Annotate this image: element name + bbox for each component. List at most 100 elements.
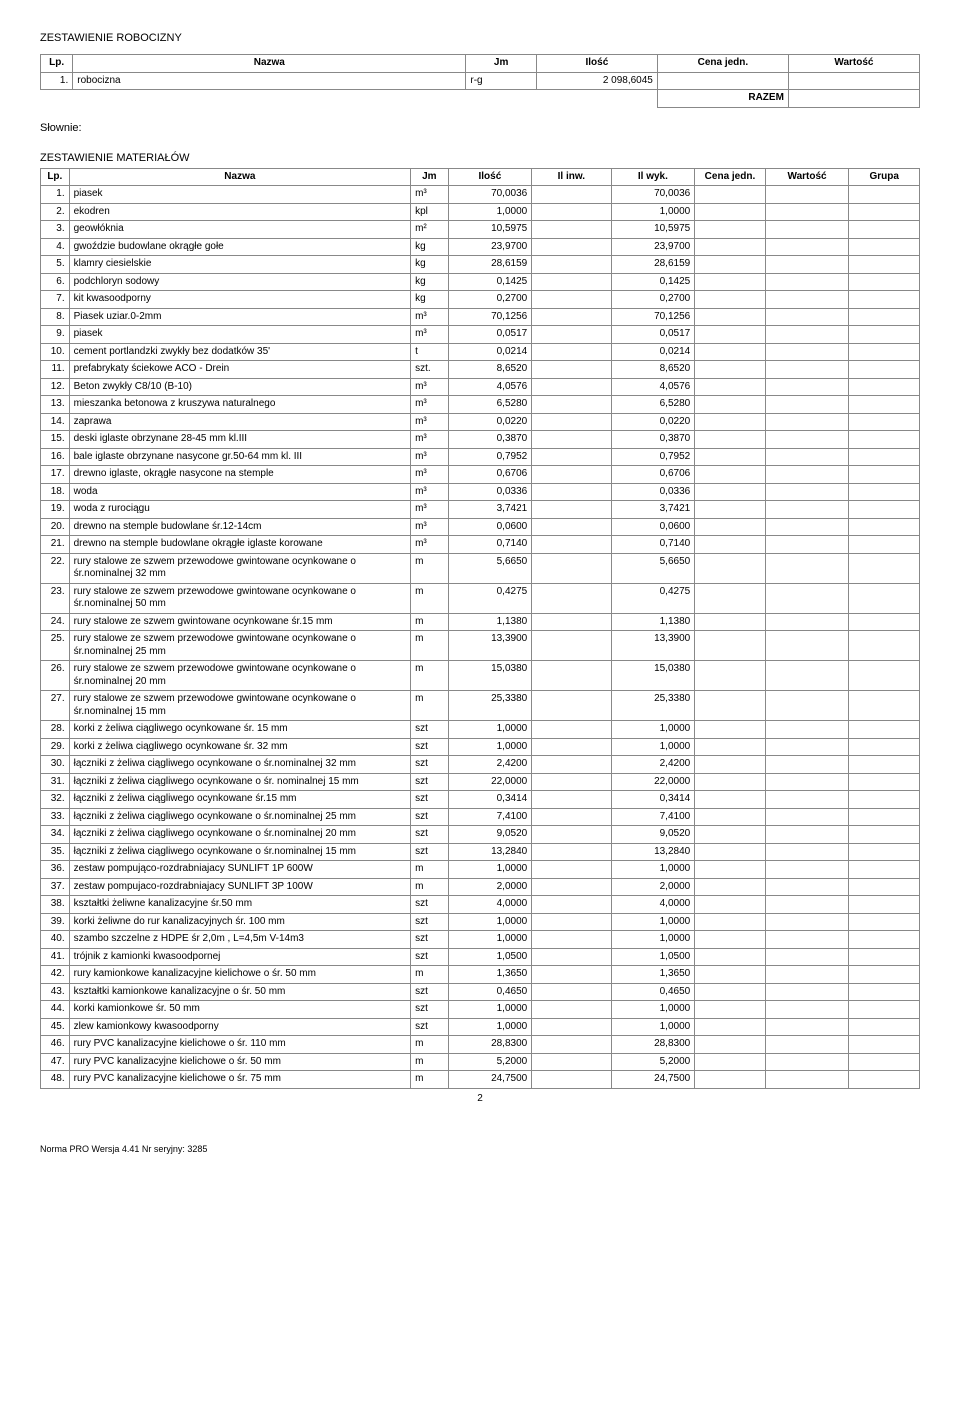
table-row: 45.zlew kamionkowy kwasoodpornyszt1,0000…	[41, 1018, 920, 1036]
cell-jm: szt	[411, 948, 448, 966]
cell-inw	[532, 326, 611, 344]
cell-jm: t	[411, 343, 448, 361]
cell-cena	[695, 378, 765, 396]
cell-ilosc: 1,0000	[448, 203, 532, 221]
col-wart: Wartość	[788, 55, 919, 73]
cell-lp: 20.	[41, 518, 70, 536]
cell-cena	[695, 466, 765, 484]
cell-grupa	[849, 1036, 920, 1054]
cell-inw	[532, 631, 611, 661]
cell-wyk: 7,4100	[611, 808, 695, 826]
cell-jm: m³	[411, 518, 448, 536]
cell-lp: 48.	[41, 1071, 70, 1089]
table-row: 22.rury stalowe ze szwem przewodowe gwin…	[41, 553, 920, 583]
cell-inw	[532, 466, 611, 484]
cell-wartosc	[788, 72, 919, 90]
cell-wyk: 0,0517	[611, 326, 695, 344]
cell-ilosc: 1,0000	[448, 1001, 532, 1019]
cell-cena	[695, 256, 765, 274]
cell-wyk: 1,0000	[611, 1001, 695, 1019]
cell-ilosc: 3,7421	[448, 501, 532, 519]
cell-wartosc	[765, 773, 849, 791]
cell-lp: 37.	[41, 878, 70, 896]
cell-ilosc: 0,0214	[448, 343, 532, 361]
cell-ilosc: 0,0336	[448, 483, 532, 501]
cell-wartosc	[765, 273, 849, 291]
cell-wartosc	[765, 221, 849, 239]
cell-ilosc: 0,6706	[448, 466, 532, 484]
table-row: 40.szambo szczelne z HDPE śr 2,0m , L=4,…	[41, 931, 920, 949]
col-grupa: Grupa	[849, 168, 920, 186]
table-row: 32.łączniki z żeliwa ciągliwego ocynkowa…	[41, 791, 920, 809]
cell-ilosc: 1,3650	[448, 966, 532, 984]
cell-inw	[532, 613, 611, 631]
cell-ilosc: 4,0000	[448, 896, 532, 914]
cell-cena	[695, 861, 765, 879]
cell-grupa	[849, 756, 920, 774]
col-nazwa: Nazwa	[73, 55, 466, 73]
cell-wyk: 0,4650	[611, 983, 695, 1001]
cell-ilosc: 6,5280	[448, 396, 532, 414]
cell-wartosc	[765, 756, 849, 774]
cell-nazwa: mieszanka betonowa z kruszywa naturalneg…	[69, 396, 410, 414]
cell-wartosc	[765, 1071, 849, 1089]
cell-ilosc: 4,0576	[448, 378, 532, 396]
cell-wyk: 3,7421	[611, 501, 695, 519]
cell-inw	[532, 1053, 611, 1071]
cell-ilosc: 2,0000	[448, 878, 532, 896]
cell-wyk: 70,0036	[611, 186, 695, 204]
cell-cena	[695, 186, 765, 204]
footer-software: Norma PRO Wersja 4.41 Nr seryjny: 3285	[40, 1144, 920, 1154]
cell-grupa	[849, 1071, 920, 1089]
cell-cena	[695, 501, 765, 519]
cell-wartosc	[765, 1053, 849, 1071]
cell-lp: 44.	[41, 1001, 70, 1019]
cell-wyk: 2,4200	[611, 756, 695, 774]
cell-wyk: 0,6706	[611, 466, 695, 484]
cell-cena	[695, 1036, 765, 1054]
cell-jm: szt	[411, 1001, 448, 1019]
materialy-table: Lp. Nazwa Jm Ilość Il inw. Il wyk. Cena …	[40, 168, 920, 1089]
table-row: 10.cement portlandzki zwykły bez dodatkó…	[41, 343, 920, 361]
cell-lp: 12.	[41, 378, 70, 396]
cell-wartosc	[765, 878, 849, 896]
cell-grupa	[849, 1001, 920, 1019]
cell-lp: 15.	[41, 431, 70, 449]
cell-grupa	[849, 861, 920, 879]
cell-jm: m³	[411, 536, 448, 554]
page-number: 2	[40, 1093, 920, 1104]
cell-nazwa: kształtki kamionkowe kanalizacyjne o śr.…	[69, 983, 410, 1001]
cell-lp: 24.	[41, 613, 70, 631]
cell-ilosc: 2,4200	[448, 756, 532, 774]
cell-cena	[695, 273, 765, 291]
table-row: 36.zestaw pompująco-rozdrabniajacy SUNLI…	[41, 861, 920, 879]
cell-lp: 33.	[41, 808, 70, 826]
table-row: 7.kit kwasoodpornykg0,27000,2700	[41, 291, 920, 309]
cell-grupa	[849, 721, 920, 739]
cell-ilosc: 1,1380	[448, 613, 532, 631]
cell-ilosc: 0,4650	[448, 983, 532, 1001]
table-row: 29.korki z żeliwa ciągliwego ocynkowane …	[41, 738, 920, 756]
table-row: 11.prefabrykaty ściekowe ACO - Dreinszt.…	[41, 361, 920, 379]
cell-ilosc: 1,0000	[448, 721, 532, 739]
cell-grupa	[849, 948, 920, 966]
cell-nazwa: rury PVC kanalizacyjne kielichowe o śr. …	[69, 1053, 410, 1071]
cell-cena	[695, 826, 765, 844]
cell-cena	[695, 1018, 765, 1036]
cell-wartosc	[765, 1036, 849, 1054]
table-row: 20.drewno na stemple budowlane śr.12-14c…	[41, 518, 920, 536]
cell-nazwa: łączniki z żeliwa ciągliwego ocynkowane …	[69, 756, 410, 774]
cell-wartosc	[765, 291, 849, 309]
cell-nazwa: drewno iglaste, okrągłe nasycone na stem…	[69, 466, 410, 484]
cell-nazwa: łączniki z żeliwa ciągliwego ocynkowane …	[69, 843, 410, 861]
cell-lp: 7.	[41, 291, 70, 309]
cell-wyk: 70,1256	[611, 308, 695, 326]
cell-nazwa: bale iglaste obrzynane nasycone gr.50-64…	[69, 448, 410, 466]
table-row: 23.rury stalowe ze szwem przewodowe gwin…	[41, 583, 920, 613]
cell-lp: 39.	[41, 913, 70, 931]
cell-jm: m³	[411, 483, 448, 501]
cell-cena	[695, 361, 765, 379]
cell-jm: m	[411, 878, 448, 896]
cell-wartosc	[765, 913, 849, 931]
cell-lp: 6.	[41, 273, 70, 291]
